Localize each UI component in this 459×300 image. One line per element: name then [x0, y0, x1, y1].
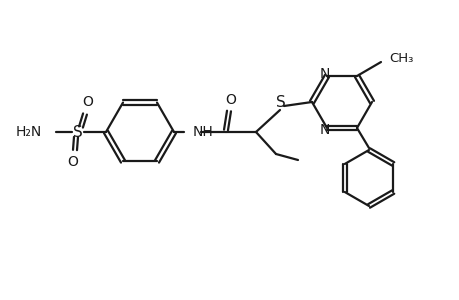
Text: NH: NH [193, 125, 213, 139]
Text: CH₃: CH₃ [388, 52, 413, 64]
Text: N: N [319, 123, 330, 137]
Text: S: S [73, 124, 83, 140]
Text: O: O [67, 155, 78, 169]
Text: N: N [319, 67, 330, 81]
Text: O: O [225, 93, 236, 107]
Text: S: S [275, 94, 285, 110]
Text: H₂N: H₂N [16, 125, 42, 139]
Text: O: O [82, 95, 93, 109]
